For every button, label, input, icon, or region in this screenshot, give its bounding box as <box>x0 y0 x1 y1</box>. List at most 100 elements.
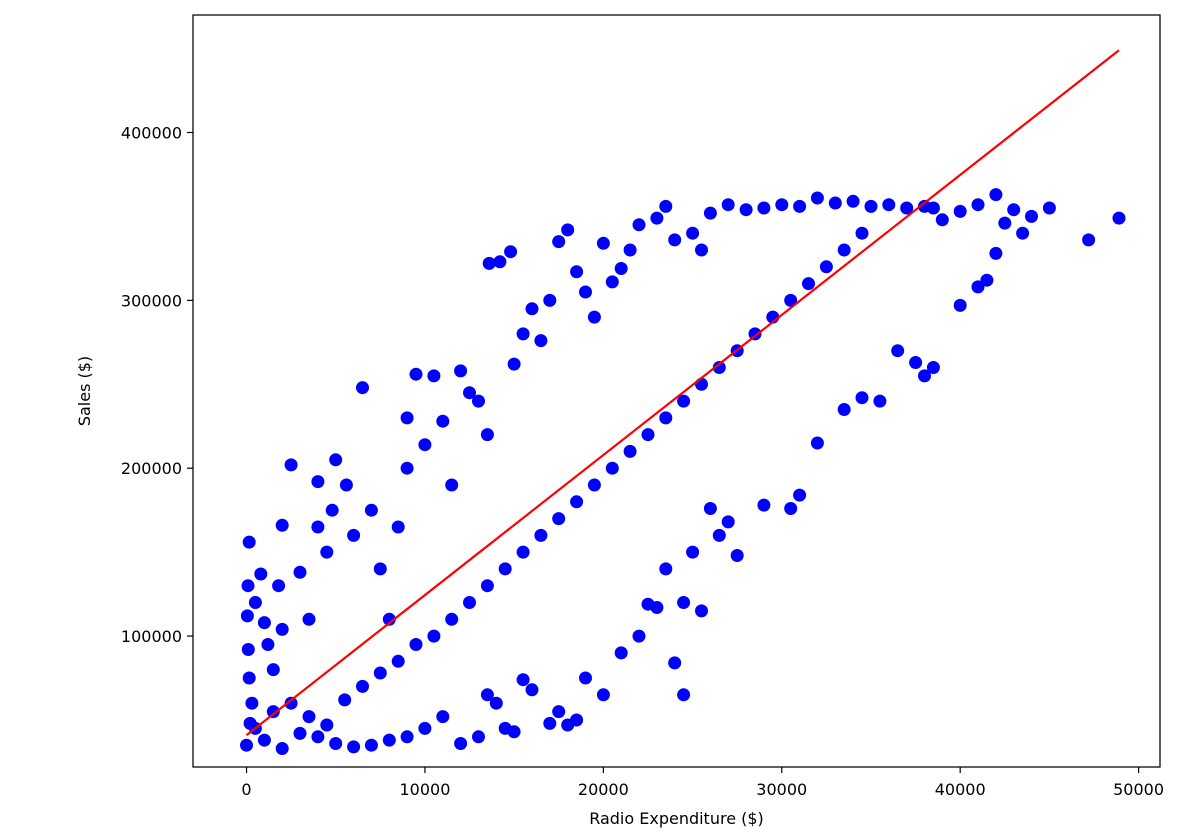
scatter-point <box>802 277 815 291</box>
scatter-point <box>703 502 717 515</box>
scatter-point <box>472 730 485 744</box>
scatter-point <box>891 344 905 358</box>
scatter-point <box>339 478 353 492</box>
x-tick-label: 30000 <box>756 780 807 799</box>
scatter-point <box>507 357 521 371</box>
scatter-point <box>418 438 432 452</box>
scatter-point <box>668 656 682 670</box>
y-tick-label: 400000 <box>121 124 182 143</box>
scatter-point <box>498 721 512 735</box>
scatter-point <box>382 612 396 626</box>
scatter-point <box>356 679 369 693</box>
scatter-point <box>242 535 256 549</box>
scatter-point <box>454 737 468 750</box>
scatter-point <box>855 391 869 405</box>
scatter-point <box>320 545 334 559</box>
scatter-point <box>570 265 584 279</box>
scatter-point <box>480 428 494 442</box>
scatter-point <box>325 503 339 517</box>
scatter-point <box>311 475 325 489</box>
scatter-point <box>293 565 307 579</box>
scatter-point <box>587 310 601 324</box>
scatter-point <box>356 381 369 395</box>
scatter-point <box>605 275 619 289</box>
scatter-point <box>311 730 325 744</box>
scatter-point <box>605 461 619 475</box>
scatter-point <box>650 601 664 614</box>
scatter-point <box>552 705 566 719</box>
scatter-point <box>587 478 601 492</box>
scatter-point <box>686 545 700 559</box>
y-tick-label: 100000 <box>121 627 182 646</box>
axes-frame <box>192 14 1161 768</box>
scatter-point <box>614 262 628 275</box>
scatter-point <box>272 579 286 593</box>
scatter-point <box>320 718 334 732</box>
y-tick-label: 300000 <box>121 291 182 310</box>
scatter-point <box>730 549 744 562</box>
scatter-point <box>810 436 824 450</box>
scatter-point <box>445 612 459 626</box>
scatter-point <box>677 688 691 702</box>
scatter-point <box>373 562 387 576</box>
y-axis-ticks: 100000 200000 300000 400000 <box>121 124 193 646</box>
y-axis-label: Sales ($) <box>75 356 94 426</box>
x-tick-label: 10000 <box>399 780 450 799</box>
scatter-point <box>472 394 485 408</box>
scatter-point <box>739 203 753 217</box>
x-tick-label: 50000 <box>1113 780 1164 799</box>
scatter-point <box>579 671 592 685</box>
scatter-point <box>364 738 378 752</box>
scatter-point <box>953 298 967 312</box>
scatter-point <box>525 683 539 697</box>
scatter-point <box>1082 233 1096 247</box>
scatter-point <box>284 458 298 472</box>
scatter-points <box>240 188 1126 755</box>
scatter-point <box>1112 211 1126 225</box>
scatter-point <box>266 663 280 677</box>
scatter-point <box>721 198 735 212</box>
fit-line-layer <box>245 49 1120 736</box>
scatter-point <box>695 604 708 618</box>
scatter-point <box>650 211 664 225</box>
x-tick-label: 20000 <box>578 780 629 799</box>
y-tick-label: 200000 <box>121 459 182 478</box>
scatter-point <box>793 199 807 213</box>
scatter-point <box>784 293 798 307</box>
scatter-point <box>659 199 673 213</box>
scatter-point <box>427 369 441 383</box>
x-axis-ticks: 0 10000 20000 30000 40000 50000 <box>241 767 1164 799</box>
scatter-point <box>926 361 940 374</box>
scatter-point <box>971 280 985 294</box>
scatter-point <box>409 367 423 381</box>
scatter-point <box>302 710 316 724</box>
scatter-point <box>703 206 717 220</box>
scatter-point <box>445 478 459 492</box>
scatter-point <box>391 520 405 534</box>
scatter-point <box>373 666 387 680</box>
scatter-point <box>632 629 646 643</box>
scatter-point <box>935 213 949 227</box>
regression-line <box>245 49 1120 736</box>
scatter-point <box>837 243 851 257</box>
scatter-point <box>695 377 708 391</box>
scatter-point <box>241 579 255 593</box>
scatter-point <box>382 733 396 747</box>
scatter-point <box>882 198 896 212</box>
scatter-point <box>293 726 307 740</box>
scatter-point <box>400 730 414 744</box>
scatter-point <box>980 273 994 287</box>
scatter-point <box>241 643 255 656</box>
scatter-point <box>623 243 637 257</box>
scatter-point <box>463 386 476 400</box>
scatter-point <box>632 218 646 232</box>
scatter-point <box>240 609 254 623</box>
scatter-point <box>534 334 548 348</box>
scatter-point <box>427 629 441 643</box>
scatter-point <box>864 199 878 213</box>
scatter-point <box>810 191 824 205</box>
scatter-point <box>712 528 726 542</box>
scatter-point <box>248 596 262 609</box>
scatter-point <box>1007 203 1021 217</box>
